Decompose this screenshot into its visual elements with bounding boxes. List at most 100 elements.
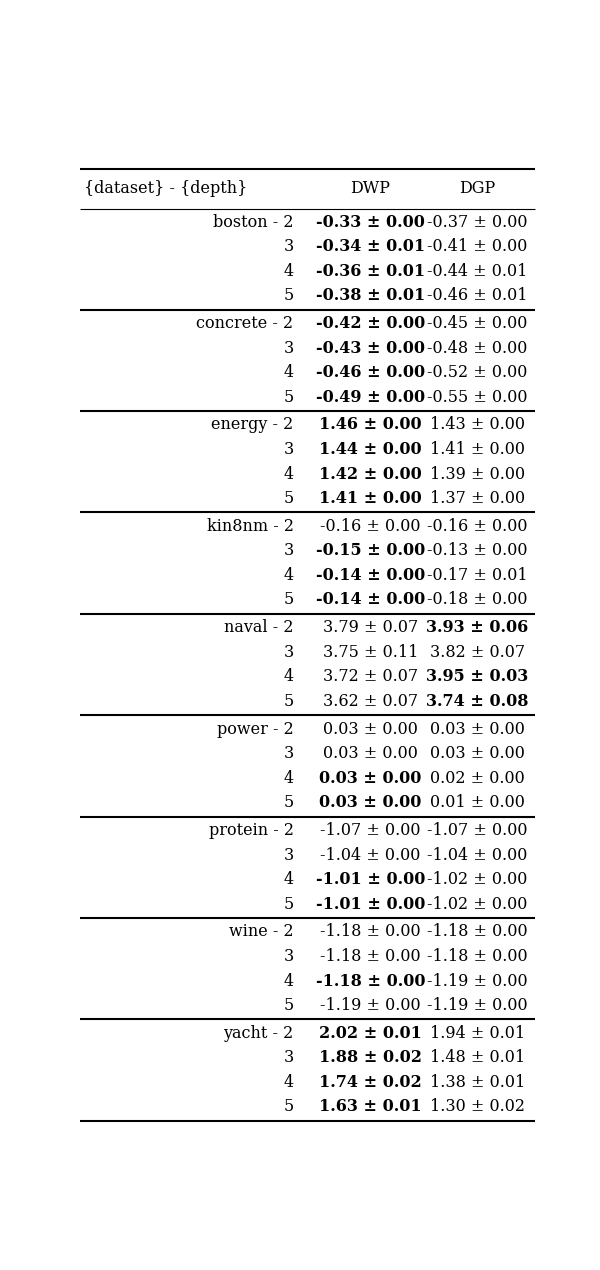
Text: 3: 3: [283, 441, 293, 458]
Text: 5: 5: [283, 693, 293, 710]
Text: -0.34 ± 0.01: -0.34 ± 0.01: [316, 239, 425, 255]
Text: 1.41 ± 0.00: 1.41 ± 0.00: [319, 490, 422, 507]
Text: -0.42 ± 0.00: -0.42 ± 0.00: [316, 315, 425, 331]
Text: -0.38 ± 0.01: -0.38 ± 0.01: [316, 287, 425, 305]
Text: -1.07 ± 0.00: -1.07 ± 0.00: [320, 822, 421, 839]
Text: 1.74 ± 0.02: 1.74 ± 0.02: [319, 1074, 422, 1091]
Text: 1.94 ± 0.01: 1.94 ± 0.01: [430, 1025, 525, 1041]
Text: 4: 4: [283, 871, 293, 888]
Text: 3.79 ± 0.07: 3.79 ± 0.07: [323, 620, 418, 636]
Text: yacht - 2: yacht - 2: [223, 1025, 293, 1041]
Text: -0.46 ± 0.00: -0.46 ± 0.00: [316, 364, 425, 381]
Text: -0.44 ± 0.01: -0.44 ± 0.01: [427, 263, 527, 279]
Text: 1.48 ± 0.01: 1.48 ± 0.01: [430, 1049, 525, 1067]
Text: -1.18 ± 0.00: -1.18 ± 0.00: [427, 923, 527, 941]
Text: energy - 2: energy - 2: [211, 417, 293, 433]
Text: 3.75 ± 0.11: 3.75 ± 0.11: [323, 644, 418, 660]
Text: 1.44 ± 0.00: 1.44 ± 0.00: [319, 441, 422, 458]
Text: -0.46 ± 0.01: -0.46 ± 0.01: [427, 287, 527, 305]
Text: 3: 3: [283, 542, 293, 559]
Text: 5: 5: [283, 1099, 293, 1115]
Text: 3: 3: [283, 1049, 293, 1067]
Text: 3: 3: [283, 745, 293, 762]
Text: 1.30 ± 0.02: 1.30 ± 0.02: [430, 1099, 525, 1115]
Text: -1.19 ± 0.00: -1.19 ± 0.00: [427, 973, 527, 989]
Text: 3: 3: [283, 339, 293, 357]
Text: 0.03 ± 0.00: 0.03 ± 0.00: [430, 720, 524, 738]
Text: 1.38 ± 0.01: 1.38 ± 0.01: [430, 1074, 525, 1091]
Text: 3.74 ± 0.08: 3.74 ± 0.08: [426, 693, 529, 710]
Text: 1.41 ± 0.00: 1.41 ± 0.00: [430, 441, 525, 458]
Text: -0.36 ± 0.01: -0.36 ± 0.01: [316, 263, 425, 279]
Text: 0.03 ± 0.00: 0.03 ± 0.00: [323, 720, 418, 738]
Text: 5: 5: [283, 287, 293, 305]
Text: 5: 5: [283, 895, 293, 913]
Text: 5: 5: [283, 592, 293, 608]
Text: -0.16 ± 0.00: -0.16 ± 0.00: [427, 518, 527, 535]
Text: 0.01 ± 0.00: 0.01 ± 0.00: [430, 794, 524, 812]
Text: -1.02 ± 0.00: -1.02 ± 0.00: [427, 895, 527, 913]
Text: DGP: DGP: [459, 180, 496, 197]
Text: 0.03 ± 0.00: 0.03 ± 0.00: [430, 745, 524, 762]
Text: power - 2: power - 2: [217, 720, 293, 738]
Text: -0.14 ± 0.00: -0.14 ± 0.00: [316, 592, 425, 608]
Text: 0.03 ± 0.00: 0.03 ± 0.00: [319, 794, 421, 812]
Text: -1.01 ± 0.00: -1.01 ± 0.00: [316, 895, 425, 913]
Text: -1.04 ± 0.00: -1.04 ± 0.00: [427, 847, 527, 864]
Text: 0.03 ± 0.00: 0.03 ± 0.00: [319, 770, 421, 786]
Text: {dataset} - {depth}: {dataset} - {depth}: [84, 180, 248, 197]
Text: -1.18 ± 0.00: -1.18 ± 0.00: [320, 923, 421, 941]
Text: -1.18 ± 0.00: -1.18 ± 0.00: [316, 973, 425, 989]
Text: 5: 5: [283, 389, 293, 405]
Text: -0.16 ± 0.00: -0.16 ± 0.00: [320, 518, 421, 535]
Text: 3.82 ± 0.07: 3.82 ± 0.07: [430, 644, 525, 660]
Text: -1.01 ± 0.00: -1.01 ± 0.00: [316, 871, 425, 888]
Text: 4: 4: [283, 566, 293, 584]
Text: wine - 2: wine - 2: [229, 923, 293, 941]
Text: -0.41 ± 0.00: -0.41 ± 0.00: [427, 239, 527, 255]
Text: -0.18 ± 0.00: -0.18 ± 0.00: [427, 592, 527, 608]
Text: protein - 2: protein - 2: [209, 822, 293, 839]
Text: -1.19 ± 0.00: -1.19 ± 0.00: [427, 997, 527, 1013]
Text: 5: 5: [283, 997, 293, 1013]
Text: -0.52 ± 0.00: -0.52 ± 0.00: [427, 364, 527, 381]
Text: 3: 3: [283, 947, 293, 965]
Text: naval - 2: naval - 2: [224, 620, 293, 636]
Text: 5: 5: [283, 794, 293, 812]
Text: concrete - 2: concrete - 2: [196, 315, 293, 331]
Text: 1.46 ± 0.00: 1.46 ± 0.00: [319, 417, 422, 433]
Text: boston - 2: boston - 2: [213, 213, 293, 231]
Text: -0.55 ± 0.00: -0.55 ± 0.00: [427, 389, 527, 405]
Text: 5: 5: [283, 490, 293, 507]
Text: -0.13 ± 0.00: -0.13 ± 0.00: [427, 542, 527, 559]
Text: -1.04 ± 0.00: -1.04 ± 0.00: [320, 847, 421, 864]
Text: 1.88 ± 0.02: 1.88 ± 0.02: [319, 1049, 422, 1067]
Text: 1.39 ± 0.00: 1.39 ± 0.00: [430, 466, 525, 483]
Text: 0.02 ± 0.00: 0.02 ± 0.00: [430, 770, 524, 786]
Text: -1.02 ± 0.00: -1.02 ± 0.00: [427, 871, 527, 888]
Text: 3: 3: [283, 847, 293, 864]
Text: 1.37 ± 0.00: 1.37 ± 0.00: [430, 490, 525, 507]
Text: 4: 4: [283, 668, 293, 686]
Text: DWP: DWP: [350, 180, 390, 197]
Text: 4: 4: [283, 466, 293, 483]
Text: -0.48 ± 0.00: -0.48 ± 0.00: [427, 339, 527, 357]
Text: 3.93 ± 0.06: 3.93 ± 0.06: [426, 620, 529, 636]
Text: 4: 4: [283, 973, 293, 989]
Text: 3.95 ± 0.03: 3.95 ± 0.03: [426, 668, 529, 686]
Text: 4: 4: [283, 1074, 293, 1091]
Text: 3: 3: [283, 644, 293, 660]
Text: -0.15 ± 0.00: -0.15 ± 0.00: [316, 542, 425, 559]
Text: 1.43 ± 0.00: 1.43 ± 0.00: [430, 417, 525, 433]
Text: -0.49 ± 0.00: -0.49 ± 0.00: [316, 389, 425, 405]
Text: 4: 4: [283, 770, 293, 786]
Text: 0.03 ± 0.00: 0.03 ± 0.00: [323, 745, 418, 762]
Text: -0.37 ± 0.00: -0.37 ± 0.00: [427, 213, 527, 231]
Text: -1.19 ± 0.00: -1.19 ± 0.00: [320, 997, 421, 1013]
Text: -0.17 ± 0.01: -0.17 ± 0.01: [427, 566, 527, 584]
Text: -0.14 ± 0.00: -0.14 ± 0.00: [316, 566, 425, 584]
Text: -0.43 ± 0.00: -0.43 ± 0.00: [316, 339, 425, 357]
Text: 4: 4: [283, 364, 293, 381]
Text: kin8nm - 2: kin8nm - 2: [206, 518, 293, 535]
Text: 1.63 ± 0.01: 1.63 ± 0.01: [319, 1099, 422, 1115]
